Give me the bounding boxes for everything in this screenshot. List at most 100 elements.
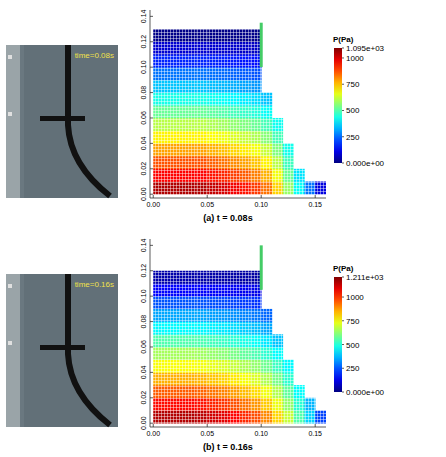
colorbar-tick [342,110,344,111]
colorbar [334,48,342,163]
colorbar-tick [342,57,344,58]
colorbar-tick-label: 750 [346,80,360,89]
x-tick [207,424,208,427]
photo-bar [40,345,85,350]
y-tick-label: 0.12 [140,264,147,278]
colorbar-tick [342,48,344,49]
colorbar-tick [342,163,344,164]
y-tick [150,321,153,322]
colorbar-tick [342,136,344,137]
colorbar-tick [342,368,344,369]
colorbar-tick-label: 0.000e+00 [346,388,385,397]
colorbar-tick-label: 1.211e+03 [346,273,384,282]
y-tick [150,92,153,93]
x-tick-label: 0.10 [254,430,268,437]
y-tick-label: 0.06 [140,111,147,125]
colorbar-title: P(Pa) [333,264,354,273]
colorbar-title: P(Pa) [333,35,354,44]
colorbar-tick [342,344,344,345]
y-tick-label: 0.12 [140,35,147,49]
photo-background [6,45,118,198]
x-tick [315,195,316,198]
y-tick-label: 0.14 [140,238,147,252]
colorbar [334,277,342,392]
y-tick-label: 0.02 [140,162,147,176]
colorbar-tick [342,320,344,321]
y-tick-label: 0.06 [140,340,147,354]
colorbar-tick [342,84,344,85]
y-tick-label: 0.00 [140,416,147,430]
x-tick [207,195,208,198]
colorbar-tick-label: 250 [346,133,360,142]
colorbar-tick-label: 1000 [346,54,364,63]
colorbar-tick-label: 250 [346,364,360,373]
y-tick [150,270,153,271]
y-tick-label: 0.14 [140,9,147,23]
y-tick [150,397,153,398]
y-tick [150,16,153,17]
x-tick [261,424,262,427]
y-tick [150,117,153,118]
colorbar-tick-label: 1000 [346,293,364,302]
y-tick [150,67,153,68]
photo-bar [40,116,85,121]
colorbar-tick-label: 1.095e+03 [346,44,385,53]
gate [260,23,263,67]
colorbar-tick [342,277,344,278]
colorbar-tick [342,297,344,298]
x-tick [261,195,262,198]
x-tick [315,424,316,427]
colorbar-tick [342,392,344,393]
photo-tank-wall [6,45,20,198]
photo-gate [68,274,110,425]
y-axis-line [150,239,151,427]
y-tick [150,143,153,144]
photo-water [24,274,118,427]
y-tick [150,168,153,169]
photo-marker [8,112,12,116]
y-tick [150,296,153,297]
x-tick-label: 0.15 [308,430,322,437]
x-tick-label: 0.05 [200,430,214,437]
y-tick-label: 0.08 [140,86,147,100]
plot-area [150,10,326,198]
y-tick [150,372,153,373]
colorbar-tick-label: 500 [346,106,360,115]
particle-overlay [150,10,326,198]
y-tick-label: 0.02 [140,391,147,405]
photo: time=0.16s [6,274,118,427]
photo-label: time=0.16s [75,280,114,289]
y-tick [150,346,153,347]
photo-marker [8,341,12,345]
figure: time=0.08s 0.00 0.05 0.10 0.15 0.00 0.02 0.04 0.… [0,0,446,457]
colorbar-tick-label: 750 [346,317,360,326]
caption: (b) t = 0.16s [203,442,253,452]
photo-marker [8,284,12,288]
x-tick-label: 0.05 [200,201,214,208]
y-axis-line [150,10,151,198]
y-tick [150,194,153,195]
photo-tank-wall [6,274,20,427]
photo-water [24,45,118,198]
x-tick [153,195,154,198]
y-tick-label: 0.08 [140,315,147,329]
x-tick-label: 0.00 [146,201,160,208]
photo-label: time=0.08s [75,51,114,60]
photo-background [6,274,118,427]
x-axis-line [150,427,326,428]
caption: (a) t = 0.08s [203,213,252,223]
plot-area [150,239,326,427]
y-tick-label: 0.04 [140,136,147,150]
y-tick [150,245,153,246]
x-tick [153,424,154,427]
colorbar-tick-label: 0.000e+00 [346,159,385,168]
colorbar-tick-label: 500 [346,341,360,350]
photo-marker [8,55,12,59]
y-tick-label: 0.10 [140,289,147,303]
x-tick-label: 0.10 [254,201,268,208]
y-tick-label: 0.00 [140,187,147,201]
photo-gate [68,45,110,196]
y-tick-label: 0.10 [140,60,147,74]
x-tick-label: 0.00 [146,430,160,437]
y-tick [150,423,153,424]
